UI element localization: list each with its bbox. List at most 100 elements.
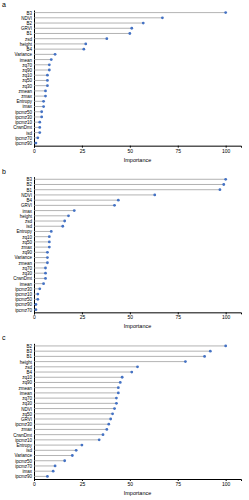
dot [46,256,49,259]
stem [34,101,44,102]
stem [34,23,143,24]
stem [34,351,210,352]
dot [111,412,114,415]
stem [34,54,55,55]
plot-area: 0255075100B3B2B1NDVIB4GRVIimaxheightzsdi… [13,177,241,320]
stem [34,70,49,71]
x-tick: 0 [33,479,36,487]
stem [34,189,220,190]
stem [34,476,47,477]
dot [35,303,38,306]
stem [34,445,82,446]
dot [63,459,66,462]
dot [48,63,51,66]
stem [34,252,47,253]
stem [34,80,47,81]
x-axis-line [35,146,242,148]
y-axis-line [34,11,35,147]
dot [119,381,122,384]
x-axis: 0255075100 [33,146,241,154]
stem [34,408,115,409]
x-tick-label: 50 [128,314,134,320]
stem [34,460,65,461]
x-tick-label: 25 [80,314,86,320]
stem [34,283,44,284]
dot [82,48,85,51]
stem [34,17,162,18]
dot [44,95,47,98]
dot [84,43,87,46]
dot [36,298,39,301]
x-tick: 25 [80,479,86,487]
figure: 0255075100B3NDVIB2GRVIB1zsdheightB4Varia… [0,0,249,500]
stem [34,278,46,279]
x-tick: 0 [33,312,36,320]
stem [34,418,111,419]
x-axis: 0255075100 [33,479,241,487]
dot [115,402,118,405]
dot [52,470,55,473]
dot [130,27,133,30]
dot [63,220,66,223]
dot [38,121,41,124]
dot [48,69,51,72]
x-tick-label: 75 [175,314,181,320]
dot [50,230,53,233]
stem [34,372,132,373]
x-axis: 0 25 50 75 100 [33,312,241,320]
stem [34,75,47,76]
stem [34,267,46,268]
dot [142,22,145,25]
x-tick: 50 [128,312,134,320]
dot [50,58,53,61]
stem [34,33,130,34]
x-tick-label: 100 [222,314,231,320]
x-tick: 25 [80,312,86,320]
dot [46,251,49,254]
x-tick: 0 [33,146,36,154]
dot [54,53,57,56]
y-tick-label: ipcmz90 [15,141,32,146]
dot [44,272,47,275]
x-axis-line [35,480,242,482]
stem [34,377,122,378]
stem [34,247,49,248]
stem [34,96,46,97]
dot [102,433,105,436]
x-tick: 25 [80,146,86,154]
dot [46,79,49,82]
dot [121,376,124,379]
x-tick-label: 0 [33,148,36,154]
plot-area: 0255075100B3NDVIB2GRVIB1zsdheightB4Varia… [13,11,241,154]
x-tick: 100 [222,312,231,320]
dot [113,407,116,410]
stem [34,257,47,258]
dot [44,277,47,280]
marks [34,345,227,478]
stem [34,356,205,357]
dot [44,267,47,270]
x-tick: 75 [175,479,181,487]
dot [109,418,112,421]
y-tick: ipcmz90 [15,141,34,146]
stem [34,194,155,195]
y-tick: ipcmz90 [15,474,34,479]
dot [42,100,45,103]
dot [42,282,45,285]
stem [34,471,53,472]
panel-label: c [2,334,6,341]
dot [35,142,38,145]
stem [34,398,116,399]
x-tick-label: 25 [80,481,86,487]
y-axis-line [34,344,35,480]
x-axis-title: Importance [124,323,152,329]
x-tick-label: 25 [80,148,86,154]
dot [40,116,43,119]
y-axis: B2B3B1heightzsdB4zq10zq90zmeanimeanzq70z… [13,344,34,480]
x-tick-label: 50 [128,148,134,154]
stem [34,382,120,383]
x-tick: 100 [222,146,231,154]
stem [34,429,107,430]
stem [34,361,185,362]
stem [34,215,69,216]
